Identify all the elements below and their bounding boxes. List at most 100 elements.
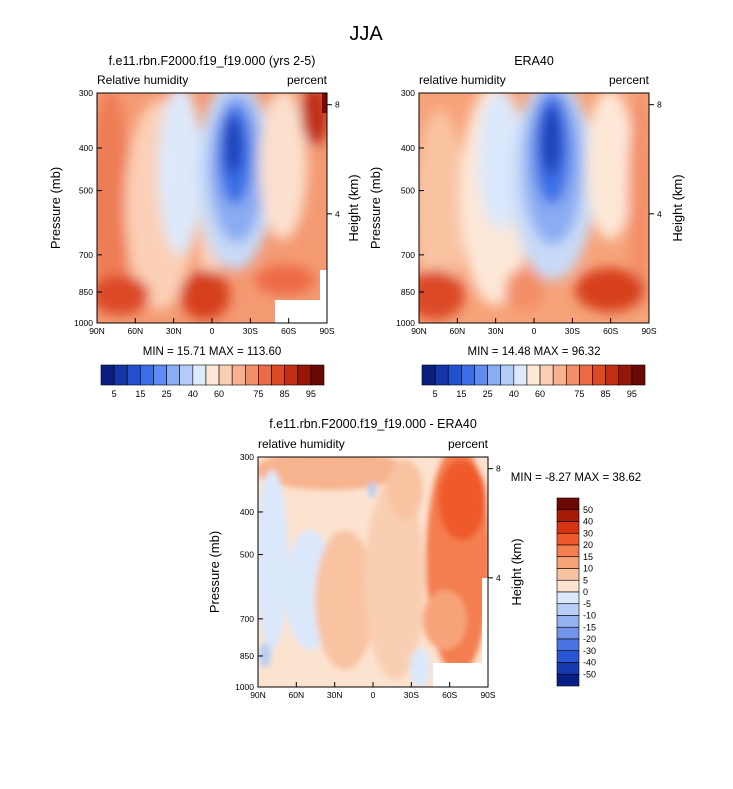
x-tick-label: 30N	[488, 326, 504, 336]
labelbar-box	[556, 497, 580, 511]
panel-diff-ylabel: Pressure (mb)	[207, 531, 222, 613]
x-tick-label: 30N	[327, 690, 343, 700]
labelbar-box	[592, 364, 606, 386]
panel-diff: f.e11.rbn.F2000.f19_f19.000 - ERA40 rela…	[207, 417, 641, 700]
labelbar-label: 5	[433, 389, 438, 399]
labelbar-label: 95	[627, 389, 637, 399]
y-right-tick-label: 4	[657, 209, 662, 219]
labelbar-box	[218, 364, 233, 386]
x-tick-label: 0	[532, 326, 537, 336]
y-tick-label: 700	[240, 614, 254, 624]
labelbar-box	[192, 364, 207, 386]
y-tick-label: 1000	[74, 318, 93, 328]
labelbar-box	[126, 364, 141, 386]
labelbar-box	[447, 364, 462, 386]
panel-diff-yticks-right: 84	[488, 464, 501, 583]
x-tick-label: 60S	[281, 326, 296, 336]
labelbar-box	[556, 603, 580, 616]
y-right-tick-label: 8	[496, 464, 501, 474]
labelbar-label: 15	[583, 552, 593, 562]
labelbar-box	[556, 662, 580, 675]
y-tick-label: 300	[79, 88, 93, 98]
labelbar-box	[618, 364, 633, 386]
panel-era40-labelbar: 5 15 25 40 60 75 85 95	[421, 364, 646, 399]
x-tick-label: 30S	[565, 326, 580, 336]
x-tick-label: 0	[371, 690, 376, 700]
labelbar-label: 85	[280, 389, 290, 399]
panel-model-ylabel-right: Height (km)	[346, 174, 361, 241]
y-tick-label: 400	[401, 143, 415, 153]
panel-model-ylabel: Pressure (mb)	[48, 167, 63, 249]
labelbar-label: 40	[509, 389, 519, 399]
panel-era40-xticks: 90N 60N 30N 0 30S 60S 90S	[411, 318, 657, 336]
labelbar-label: 75	[574, 389, 584, 399]
labelbar-label: 95	[306, 389, 316, 399]
labelbar-box	[297, 364, 312, 386]
x-tick-label: 60S	[603, 326, 618, 336]
y-tick-label: 300	[401, 88, 415, 98]
panel-diff-subtitle-left: relative humidity	[258, 437, 345, 451]
x-tick-label: 90S	[641, 326, 656, 336]
panel-era40-ylabel: Pressure (mb)	[368, 167, 383, 249]
y-tick-label: 850	[401, 287, 415, 297]
panel-model-labelbar: 5 15 25 40 60 75 85 95	[100, 364, 325, 399]
labelbar-label: -20	[583, 634, 596, 644]
x-tick-label: 30S	[243, 326, 258, 336]
x-tick-label: 60N	[450, 326, 466, 336]
labelbar-box	[526, 364, 541, 386]
y-tick-label: 400	[240, 507, 254, 517]
labelbar-box	[231, 364, 246, 386]
panel-diff-stats: MIN = -8.27 MAX = 38.62	[511, 472, 641, 484]
labelbar-label: -15	[583, 622, 596, 632]
y-tick-label: 500	[240, 550, 254, 560]
labelbar-box	[556, 591, 580, 605]
panel-diff-ylabel-right: Height (km)	[509, 538, 524, 605]
labelbar-box	[100, 364, 115, 386]
panel-era40-subtitle-left: relative humidity	[419, 73, 506, 87]
panel-model-title: f.e11.rbn.F2000.f19_f19.000 (yrs 2-5)	[109, 54, 316, 68]
labelbar-box	[284, 364, 299, 386]
y-tick-label: 850	[79, 287, 93, 297]
y-tick-label: 500	[79, 186, 93, 196]
labelbar-label: 75	[253, 389, 263, 399]
panel-diff-field	[258, 457, 488, 687]
panel-diff-subtitle-right: percent	[448, 437, 489, 451]
labelbar-box	[500, 364, 515, 386]
y-tick-label: 1000	[235, 682, 254, 692]
labelbar-box	[556, 556, 580, 569]
labelbar-box	[434, 364, 449, 386]
labelbar-label: 5	[112, 389, 117, 399]
y-tick-label: 850	[240, 651, 254, 661]
y-right-tick-label: 4	[335, 209, 340, 219]
labelbar-box	[271, 364, 285, 386]
panel-era40-subtitle-right: percent	[609, 73, 650, 87]
y-tick-label: 300	[240, 452, 254, 462]
labelbar-box	[579, 364, 593, 386]
labelbar-label: -10	[583, 611, 596, 621]
labelbar-box	[474, 364, 488, 386]
x-tick-label: 90N	[89, 326, 105, 336]
labelbar-box	[556, 626, 580, 640]
panel-era40-ylabel-right: Height (km)	[670, 174, 685, 241]
y-right-tick-label: 8	[335, 100, 340, 110]
labelbar-box	[153, 364, 167, 386]
panel-era40: ERA40 relative humidity percent 90N 60N 30…	[368, 54, 685, 399]
labelbar-label: 5	[583, 575, 588, 585]
labelbar-label: 60	[214, 389, 224, 399]
x-tick-label: 90S	[319, 326, 334, 336]
labelbar-box	[513, 364, 528, 386]
figure-title: JJA	[349, 23, 383, 45]
x-tick-label: 60N	[128, 326, 144, 336]
y-right-tick-label: 4	[496, 573, 501, 583]
labelbar-label: 50	[583, 505, 593, 515]
panel-model-field	[97, 93, 327, 323]
labelbar-box	[556, 579, 580, 593]
labelbar-box	[565, 364, 580, 386]
panel-model-yticks-right: 84	[327, 100, 340, 219]
labelbar-box	[556, 568, 580, 581]
labelbar-box	[556, 521, 580, 534]
panel-diff-title: f.e11.rbn.F2000.f19_f19.000 - ERA40	[269, 417, 477, 431]
labelbar-label: 25	[162, 389, 172, 399]
labelbar-box	[556, 673, 580, 687]
